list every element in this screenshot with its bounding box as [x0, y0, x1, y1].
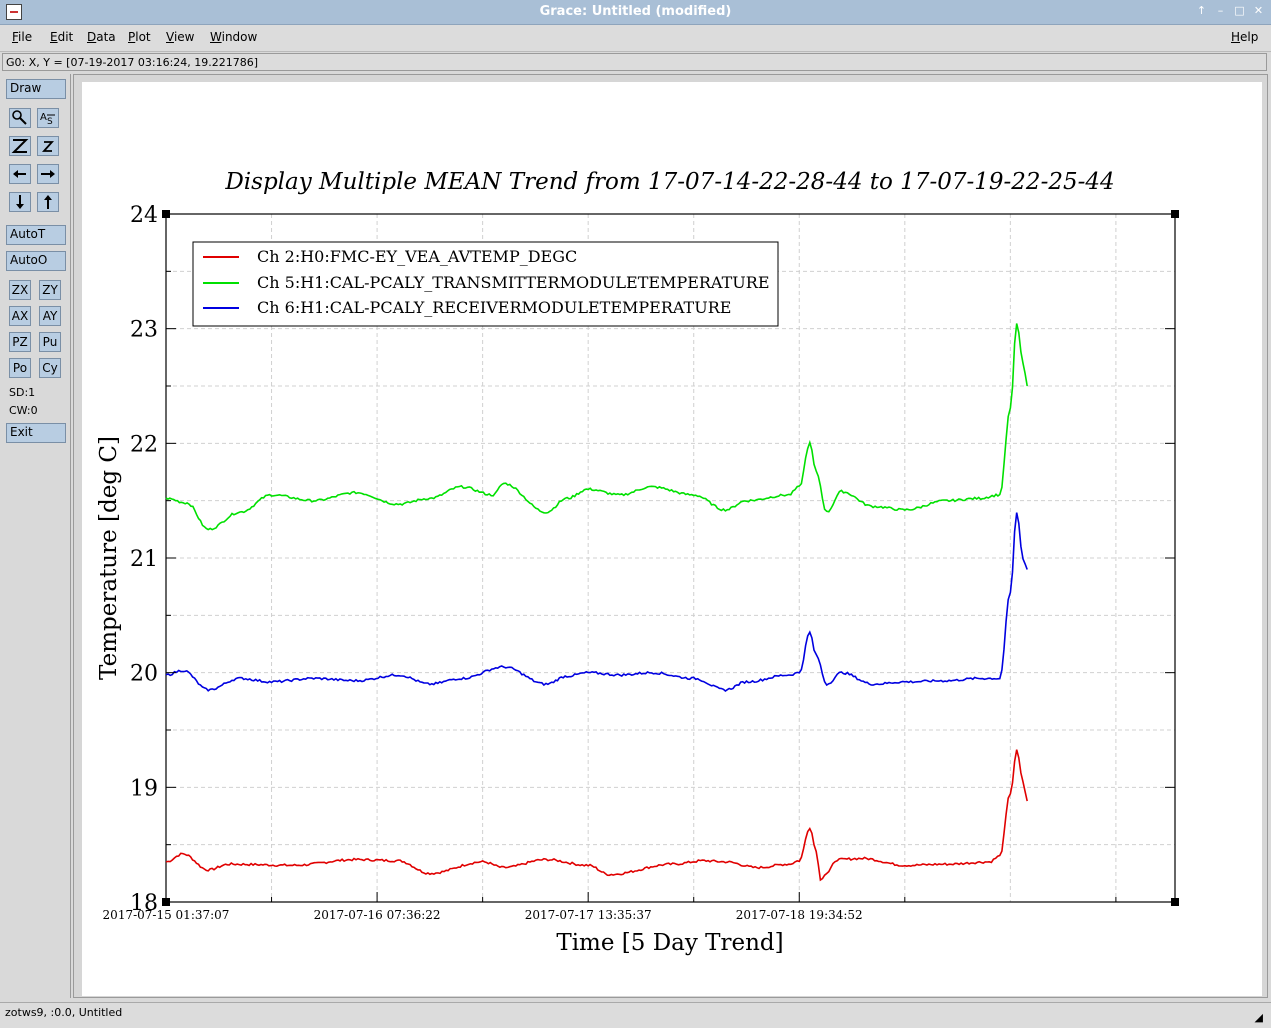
- y-tick-label: 18: [130, 891, 158, 916]
- series-line-2: [165, 323, 1028, 531]
- menu-plot-mnemonic: P: [128, 30, 136, 44]
- menu-view-label: iew: [173, 30, 195, 44]
- arrow-left-icon[interactable]: [9, 164, 31, 184]
- y-tick-label: 20: [130, 662, 158, 687]
- y-tick-label: 19: [130, 776, 158, 801]
- trend-chart[interactable]: 18 19 20 21 22 23 24 2017-07-15 01:37:07 2017-07…: [82, 82, 1262, 996]
- arrow-up-icon[interactable]: [37, 192, 59, 212]
- menu-data-label: ata: [96, 30, 116, 44]
- minimize-window-icon[interactable]: –: [1217, 4, 1224, 17]
- menu-plot-label: lot: [135, 30, 151, 44]
- chart-grid: [166, 214, 1175, 902]
- pu-button[interactable]: Pu: [39, 332, 61, 352]
- x-tick-label: 2017-07-17 13:35:37: [525, 908, 652, 922]
- menu-file-label: ile: [18, 30, 33, 44]
- po-button[interactable]: Po: [9, 358, 31, 378]
- menu-window-label: indow: [221, 30, 258, 44]
- chart-title: Display Multiple MEAN Trend from 17-07-1…: [224, 169, 1114, 195]
- ay-button[interactable]: AY: [39, 306, 61, 326]
- svg-text:S: S: [47, 117, 53, 127]
- menu-window[interactable]: Window: [210, 30, 257, 44]
- chart-series: [165, 323, 1028, 882]
- ax-button[interactable]: AX: [9, 306, 31, 326]
- status-text: zotws9, :0.0, Untitled: [5, 1006, 123, 1019]
- status-bar: zotws9, :0.0, Untitled ◢: [0, 1002, 1271, 1028]
- legend-label-ch2: Ch 2:H0:FMC-EY_VEA_AVTEMP_DEGC: [257, 247, 577, 266]
- zx-button[interactable]: ZX: [9, 280, 31, 300]
- shade-window-icon[interactable]: ↑: [1196, 4, 1207, 17]
- locator-bar: G0: X, Y = [07-19-2017 03:16:24, 19.2217…: [2, 53, 1267, 71]
- y-tick-label: 21: [130, 547, 158, 572]
- menu-edit-label: dit: [57, 30, 74, 44]
- menubar: File Edit Data Plot View Window Help: [0, 25, 1271, 52]
- menu-help-label: elp: [1240, 30, 1259, 44]
- handle-bottom-right[interactable]: [1171, 898, 1179, 906]
- y-axis-label: Temperature [deg C]: [96, 436, 122, 680]
- x-tick-label: 2017-07-18 19:34:52: [736, 908, 863, 922]
- y-tick-label: 24: [130, 203, 158, 228]
- legend-label-ch6: Ch 6:H1:CAL-PCALY_RECEIVERMODULETEMPERAT…: [257, 298, 731, 317]
- menu-file-mnemonic: F: [12, 30, 19, 44]
- legend-box: [192, 241, 779, 327]
- cy-button[interactable]: Cy: [39, 358, 61, 378]
- y-tick-label: 22: [130, 432, 158, 457]
- x-tick-label: 2017-07-16 07:36:22: [314, 908, 441, 922]
- x-tick-label: 2017-07-15 01:37:07: [103, 908, 230, 922]
- menu-data[interactable]: Data: [87, 30, 116, 44]
- menu-edit-mnemonic: E: [50, 30, 58, 44]
- menu-data-mnemonic: D: [87, 30, 97, 44]
- y-tick-label: 23: [130, 318, 158, 343]
- autoo-button[interactable]: AutoO: [6, 251, 66, 271]
- menu-file[interactable]: File: [12, 30, 32, 44]
- menu-edit[interactable]: Edit: [50, 30, 73, 44]
- menu-help-mnemonic: H: [1231, 30, 1241, 44]
- pz-button[interactable]: PZ: [9, 332, 31, 352]
- legend-label-ch5: Ch 5:H1:CAL-PCALY_TRANSMITTERMODULETEMPE…: [257, 273, 770, 292]
- plot-page[interactable]: 18 19 20 21 22 23 24 2017-07-15 01:37:07 2017-07…: [82, 82, 1262, 996]
- zoom-out-icon[interactable]: [37, 136, 59, 156]
- chart-ticks: 18 19 20 21 22 23 24 2017-07-15 01:37:07 2017-07…: [103, 203, 1175, 922]
- menu-help[interactable]: Help: [1231, 30, 1258, 44]
- handle-top-right[interactable]: [1171, 210, 1179, 218]
- current-world-label: CW:0: [9, 404, 38, 417]
- close-window-icon[interactable]: ✕: [1253, 4, 1264, 17]
- autot-button[interactable]: AutoT: [6, 225, 66, 245]
- zy-button[interactable]: ZY: [39, 280, 61, 300]
- menu-view-mnemonic: V: [166, 30, 174, 44]
- legend: Ch 2:H0:FMC-EY_VEA_AVTEMP_DEGC Ch 5:H1:C…: [192, 241, 779, 327]
- selection-handles[interactable]: [162, 210, 1179, 906]
- window-title: Grace: Untitled (modified): [539, 4, 732, 19]
- zoom-in-icon[interactable]: [9, 136, 31, 156]
- grace-app-icon: [6, 4, 22, 20]
- set-display-label: SD:1: [9, 386, 36, 399]
- exit-button[interactable]: Exit: [6, 423, 66, 443]
- window-titlebar[interactable]: Grace: Untitled (modified) ↑ – □ ✕: [0, 0, 1271, 25]
- arrow-right-icon[interactable]: [37, 164, 59, 184]
- svg-text:A: A: [40, 112, 47, 123]
- arrow-down-icon[interactable]: [9, 192, 31, 212]
- handle-bottom-left[interactable]: [162, 898, 170, 906]
- handle-top-left[interactable]: [162, 210, 170, 218]
- series-line-3: [165, 512, 1028, 693]
- series-line-1: [165, 749, 1028, 882]
- x-axis-label: Time [5 Day Trend]: [556, 930, 783, 956]
- resize-grip-icon[interactable]: ◢: [1254, 1011, 1263, 1024]
- menu-view[interactable]: View: [166, 30, 194, 44]
- menu-plot[interactable]: Plot: [128, 30, 151, 44]
- menu-window-mnemonic: W: [210, 30, 222, 44]
- magnifier-icon[interactable]: [9, 108, 31, 128]
- maximize-window-icon[interactable]: □: [1234, 4, 1245, 17]
- draw-button[interactable]: Draw: [6, 79, 66, 99]
